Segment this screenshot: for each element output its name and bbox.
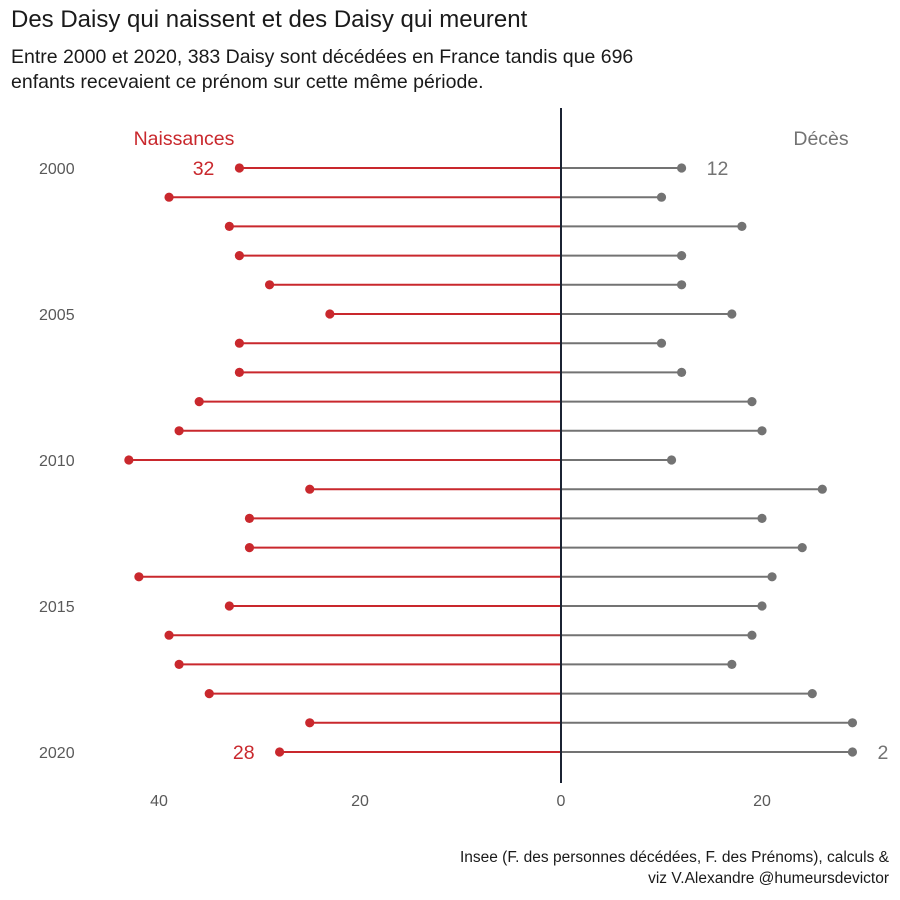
deces-point-2014 (767, 572, 777, 582)
naissances-point-2001 (164, 192, 174, 202)
deces-point-2011 (817, 484, 827, 494)
naissances-point-2012 (244, 513, 255, 524)
naissances-point-2017 (174, 659, 184, 670)
x-tick-label: 40 (150, 793, 168, 810)
deces-value-label-2000: 12 (707, 158, 729, 180)
naissances-point-2003 (234, 251, 244, 261)
deces-point-2012 (757, 513, 767, 524)
chart-title: Des Daisy qui naissent et des Daisy qui … (11, 6, 528, 33)
x-tick-label: 20 (351, 793, 369, 810)
x-tick-label: 20 (753, 793, 771, 810)
deces-point-2001 (656, 192, 667, 202)
naissances-point-2008 (194, 397, 204, 407)
series-label-deces: Décès (793, 128, 849, 150)
naissances-point-2013 (244, 543, 255, 553)
deces-point-2019 (847, 718, 858, 728)
deces-point-2007 (677, 367, 687, 377)
x-tick-label: 0 (557, 793, 566, 810)
deces-point-2010 (666, 455, 677, 465)
naissances-point-2016 (164, 630, 174, 640)
deces-point-2013 (797, 543, 807, 553)
deces-point-2015 (757, 601, 767, 611)
source-caption: Insee (F. des personnes décédées, F. des… (460, 847, 889, 889)
deces-point-2003 (677, 251, 687, 261)
deces-point-2002 (737, 221, 747, 231)
naissances-point-2006 (234, 338, 244, 348)
deces-point-2004 (677, 280, 687, 290)
deces-point-2018 (807, 689, 817, 699)
chart-subtitle: Entre 2000 et 2020, 383 Daisy sont décéd… (11, 45, 871, 95)
caption-line-1: Insee (F. des personnes décédées, F. des… (459, 849, 889, 866)
deces-point-2008 (747, 397, 757, 407)
deces-value-label-2020: 2 (877, 742, 888, 764)
caption-line-2: viz V.Alexandre @humeursdevictor (648, 870, 889, 887)
naissances-point-2004 (264, 280, 275, 290)
naissances-value-label-2000: 32 (193, 158, 215, 180)
naissances-point-2010 (124, 455, 134, 465)
year-tick-label: 2000 (39, 161, 75, 178)
naissances-point-2018 (204, 689, 214, 699)
year-tick-label: 2010 (39, 453, 75, 470)
year-tick-label: 2020 (39, 745, 75, 762)
deces-point-2016 (747, 630, 757, 640)
deces-point-2020 (847, 747, 858, 757)
naissances-point-2000 (234, 163, 244, 173)
naissances-point-2011 (305, 484, 315, 494)
year-tick-label: 2005 (39, 307, 75, 324)
subtitle-line-2: enfants recevaient ce prénom sur cette m… (11, 71, 484, 93)
deces-point-2006 (656, 338, 667, 348)
deces-point-2017 (727, 659, 737, 670)
naissances-point-2014 (134, 572, 144, 582)
naissances-point-2020 (275, 747, 285, 757)
year-tick-label: 2015 (39, 599, 75, 616)
naissances-point-2009 (174, 426, 184, 436)
naissances-point-2015 (224, 601, 234, 611)
deces-point-2000 (677, 163, 687, 173)
deces-point-2005 (727, 309, 737, 319)
deces-point-2009 (757, 426, 767, 436)
naissances-point-2002 (224, 221, 234, 231)
naissances-point-2007 (234, 367, 244, 377)
subtitle-line-1: Entre 2000 et 2020, 383 Daisy sont décéd… (11, 46, 634, 68)
naissances-value-label-2020: 28 (233, 742, 255, 764)
naissances-point-2019 (305, 718, 315, 728)
series-label-naissances: Naissances (134, 128, 235, 150)
naissances-point-2005 (325, 309, 335, 319)
